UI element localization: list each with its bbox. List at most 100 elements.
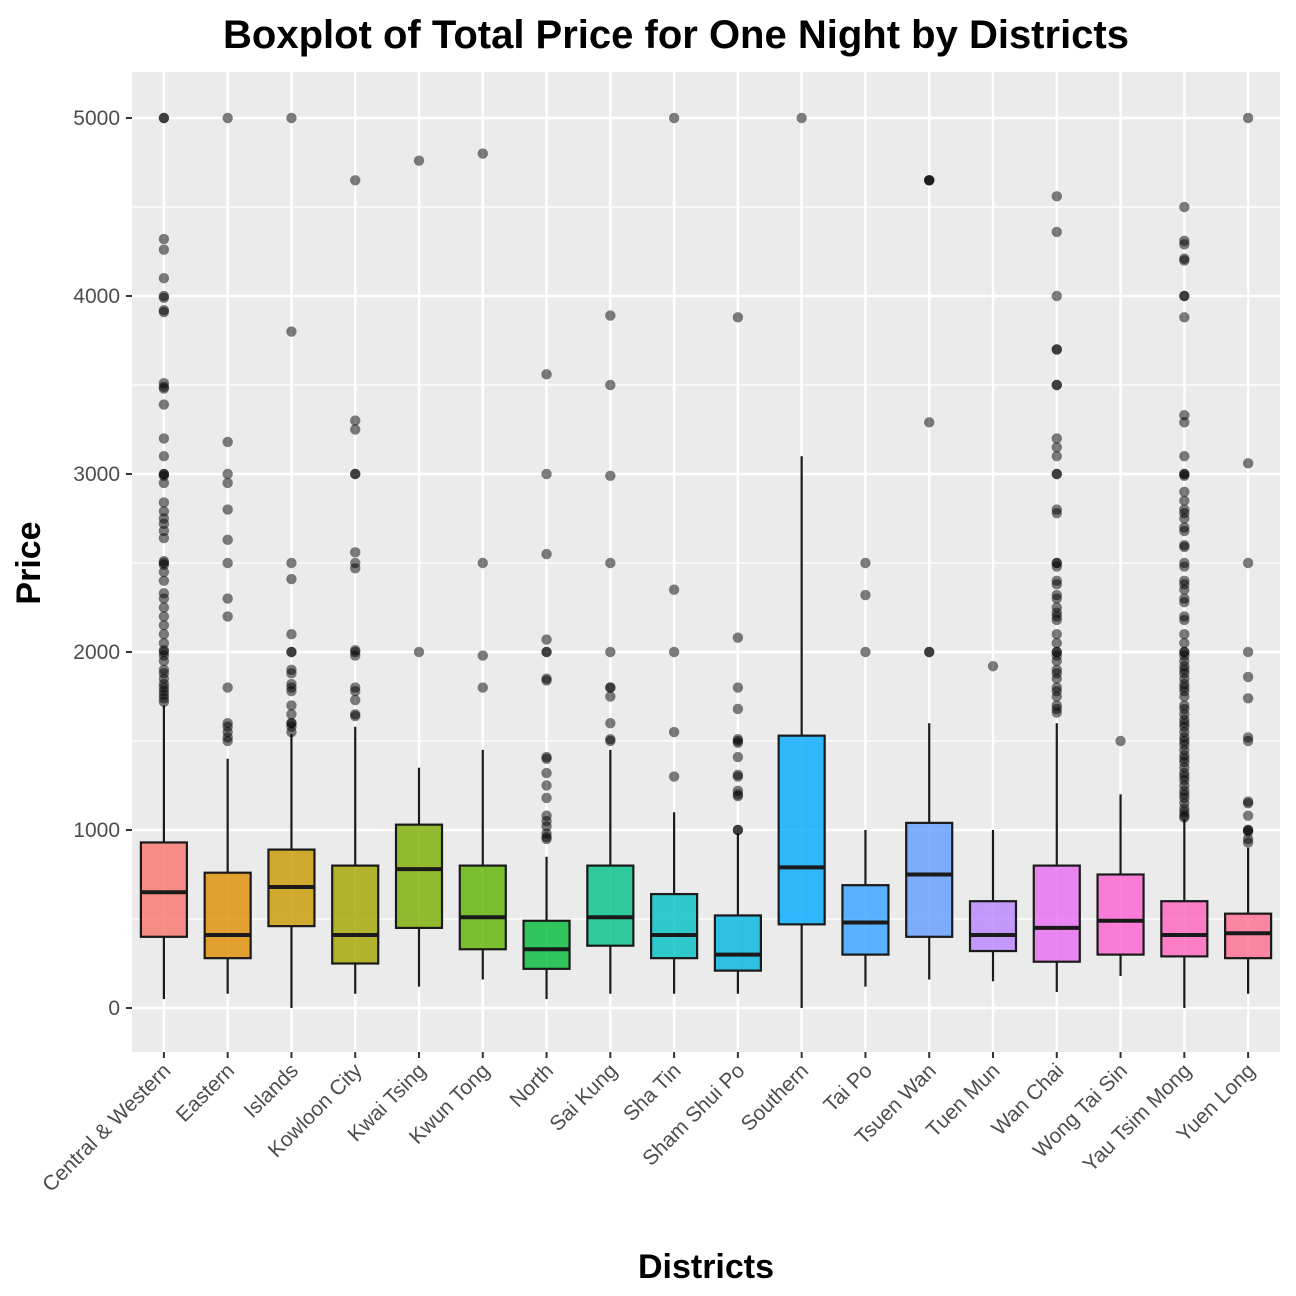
outlier-point [1179,584,1190,595]
outlier-point [541,675,552,686]
outlier-point [350,563,361,574]
outlier-point [222,436,233,448]
outlier-point [1179,525,1190,537]
outlier-point [668,771,680,782]
boxes-layer [139,112,1273,1008]
box-4 [394,155,444,987]
outlier-point [605,470,616,481]
outlier-point [222,735,233,747]
outlier-point [605,735,616,747]
outlier-point [924,646,935,658]
outlier-point [222,468,233,480]
outlier-point [605,310,616,321]
outlier-point [668,646,680,658]
outlier-point [286,700,297,711]
outlier-point [1179,451,1190,462]
outlier-point [1179,290,1190,302]
outlier-point [158,477,170,489]
outlier-point [605,646,616,658]
outlier-point [668,584,680,595]
outlier-point [541,548,552,560]
iqr-box [1096,873,1145,956]
outlier-point [1242,112,1254,124]
outlier-point [158,306,170,318]
outlier-point [158,470,170,481]
outlier-point [158,525,170,537]
outlier-point [1051,673,1062,684]
iqr-box [203,871,252,960]
outlier-point [350,547,361,558]
outlier-point [158,273,170,284]
outlier-point [286,646,297,658]
outlier-point [158,637,170,649]
outlier-point [541,767,552,779]
outlier-point [350,415,361,426]
outlier-point [668,112,680,124]
outlier-point [1179,614,1190,626]
outlier-point [1179,312,1190,323]
outlier-point [1242,671,1254,683]
outlier-point [1051,691,1062,702]
outlier-point [732,703,744,715]
outlier-point [1051,637,1062,649]
outlier-point [541,753,552,764]
box-14 [1032,191,1081,992]
outlier-point [605,682,616,693]
box-1 [203,112,252,994]
outlier-point [1051,614,1062,626]
outlier-point [477,650,488,661]
outlier-point [1179,470,1190,481]
outlier-point [732,751,744,763]
outlier-point [1179,629,1190,640]
outlier-point [1051,344,1062,355]
iqr-box [522,919,571,970]
outlier-point [732,771,744,782]
outlier-point [1179,201,1190,213]
outlier-point [477,148,488,159]
outlier-point [1051,561,1062,572]
outlier-point [860,646,871,658]
outlier-point [222,593,233,604]
box-0 [139,112,188,1000]
outlier-point [1242,826,1254,837]
outlier-point [1051,507,1062,519]
outlier-point [796,112,807,124]
outlier-point [158,506,170,517]
outlier-point [1179,691,1190,702]
outlier-point [1179,239,1190,250]
outlier-point [1051,379,1062,391]
outlier-point [860,589,871,601]
x-tick-label: Islands [240,1059,303,1122]
outlier-point [1179,596,1190,608]
outlier-point [350,175,361,186]
outlier-point [732,737,744,748]
x-tick-label: Southern [737,1059,814,1136]
box-7 [586,310,635,994]
iqr-box [777,734,826,926]
outlier-point [350,710,361,722]
outlier-point [158,696,170,708]
x-tick-label: Tai Po [819,1059,877,1117]
outlier-point [732,824,744,836]
outlier-point [1051,655,1062,667]
outlier-point [541,780,552,791]
outlier-point [158,433,170,444]
outlier-point [1179,410,1190,421]
outlier-point [1179,255,1190,266]
outlier-point [158,518,170,530]
iqr-box [713,914,762,972]
iqr-box [968,900,1018,953]
box-15 [1096,735,1145,976]
outlier-point [541,821,552,832]
y-tick-label: 5000 [73,107,120,130]
outlier-point [158,532,170,544]
iqr-box [1032,864,1081,963]
outlier-point [732,312,744,323]
outlier-point [158,611,170,622]
iqr-box [905,821,954,938]
outlier-point [605,379,616,391]
outlier-point [1179,417,1190,428]
outlier-point [1242,798,1254,809]
